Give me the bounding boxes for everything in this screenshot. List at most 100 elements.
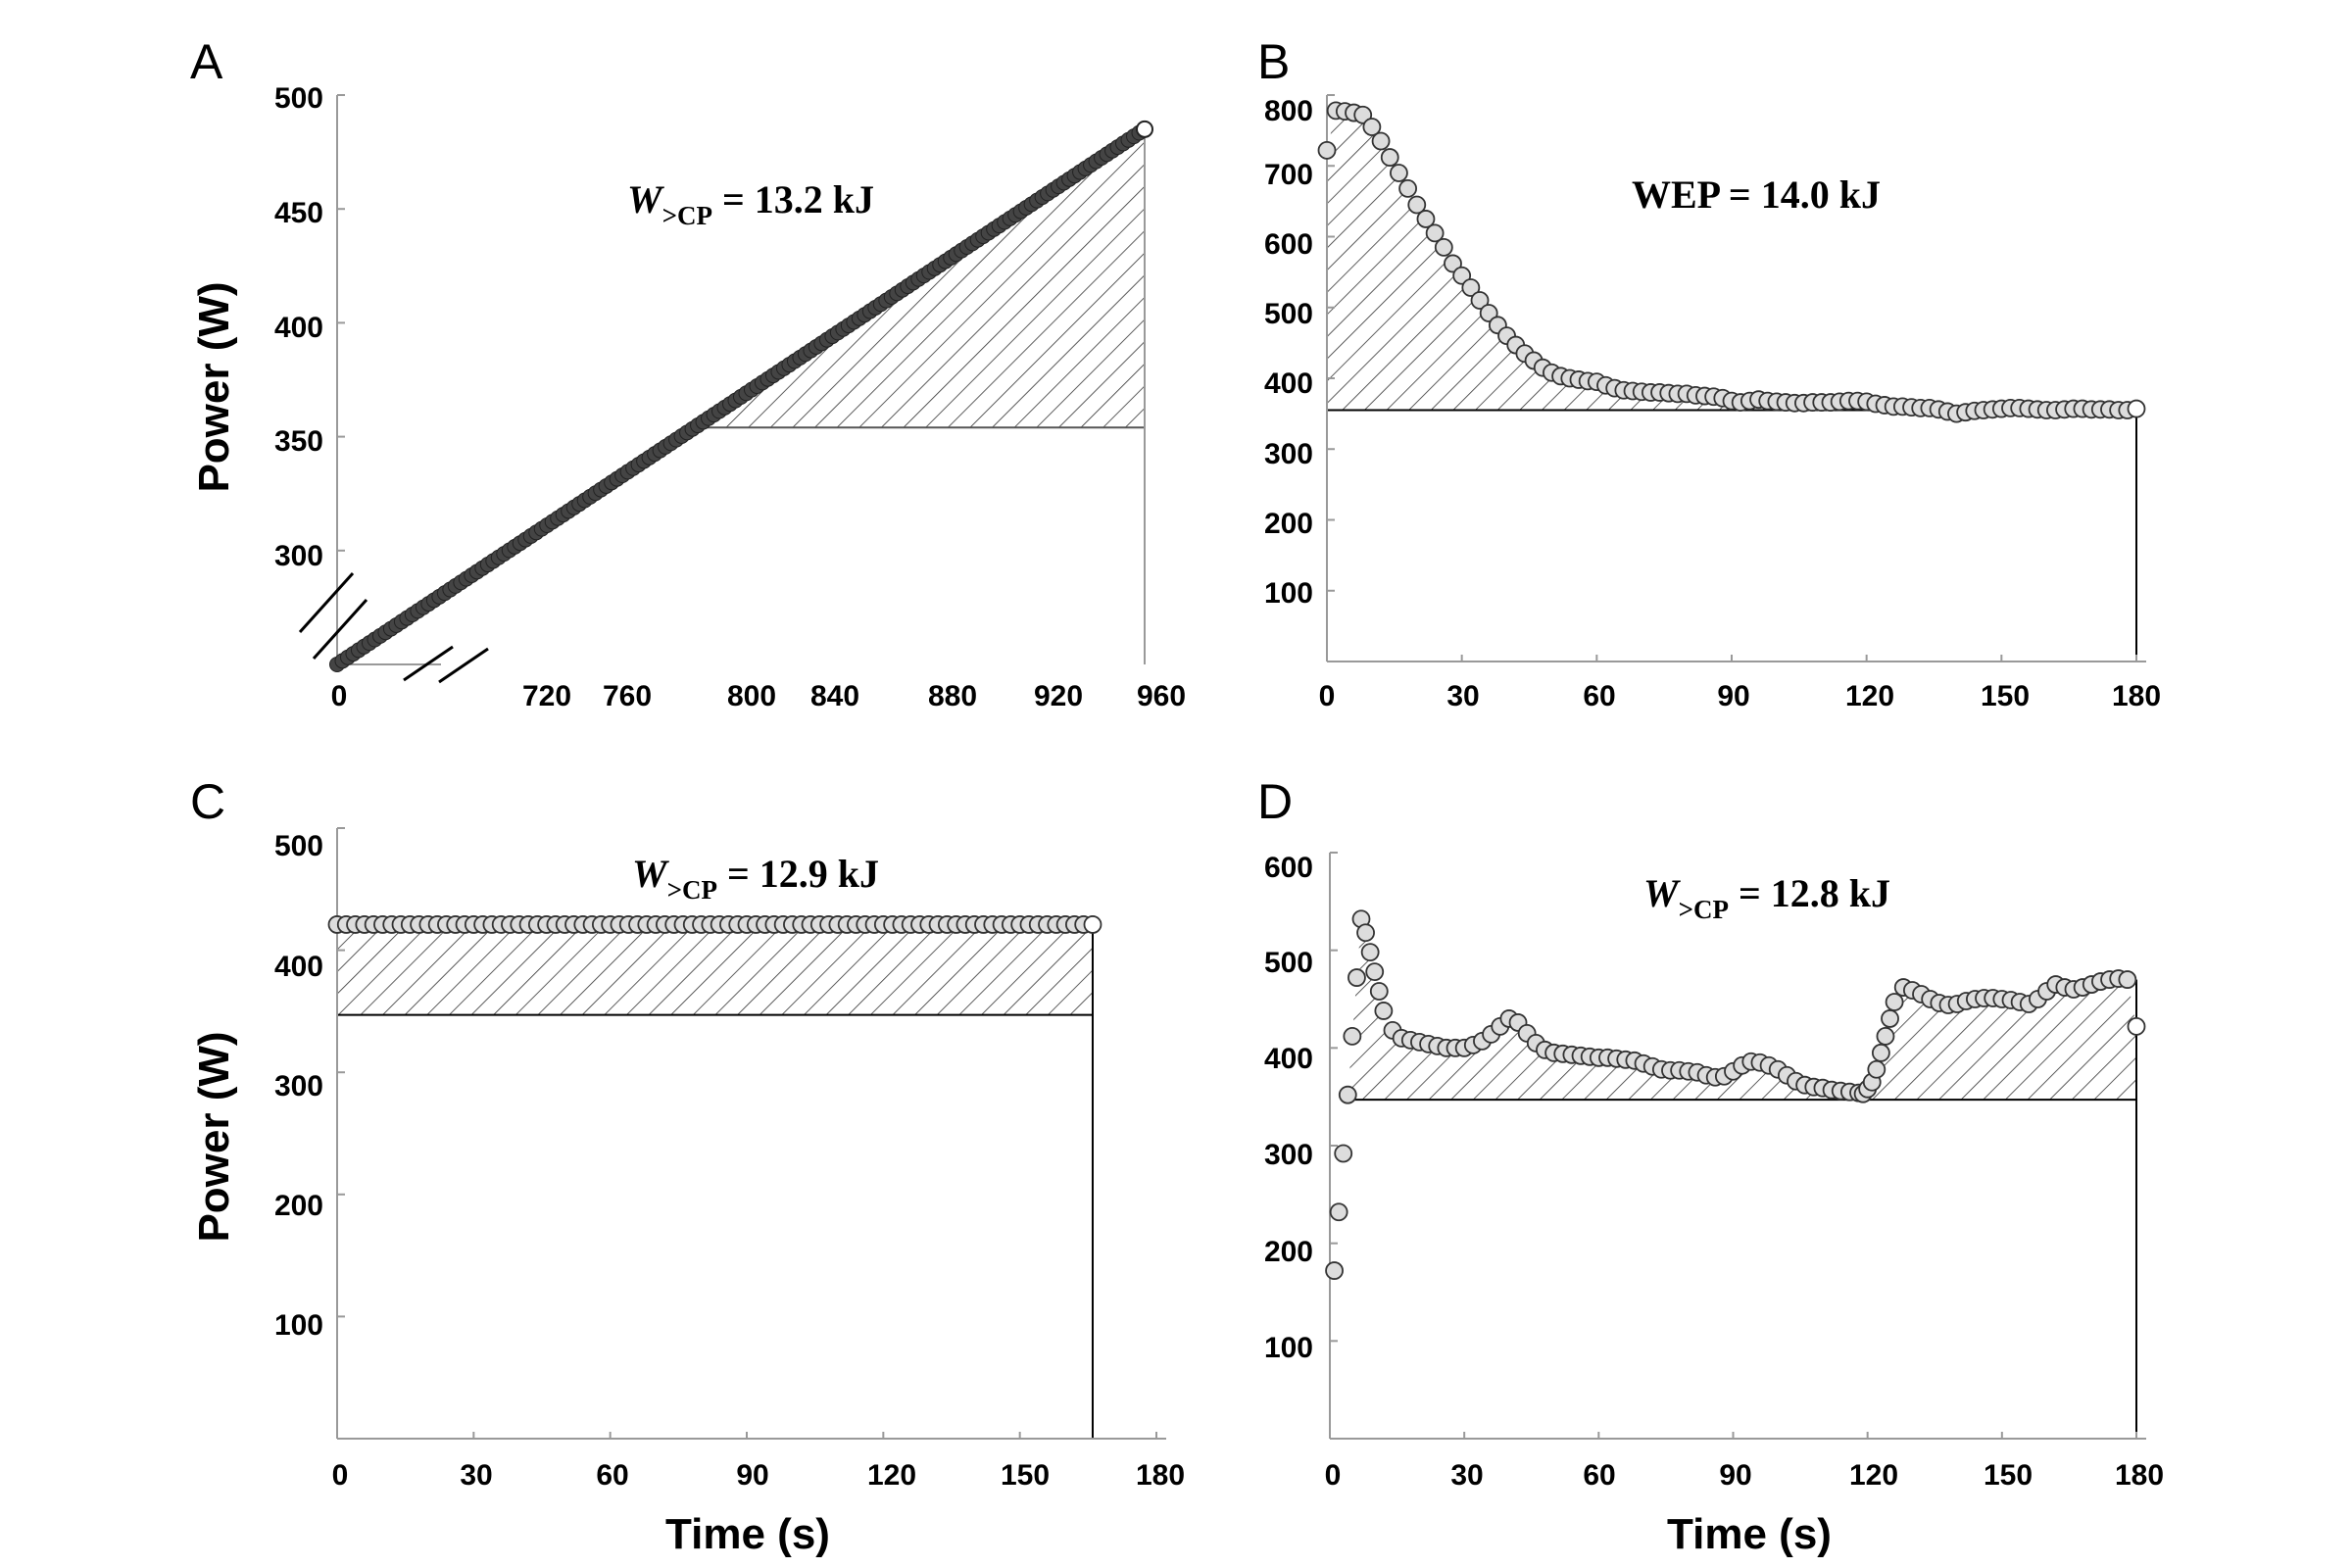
tick-label: 920 <box>1034 680 1083 712</box>
axis-break-mark <box>403 645 454 682</box>
tick-label: 500 <box>1264 298 1313 330</box>
tick-label: 60 <box>1583 680 1615 712</box>
data-point <box>1136 120 1153 138</box>
data-point <box>1329 1202 1348 1222</box>
axis-break-mark <box>298 571 355 634</box>
data-point <box>2118 970 2137 989</box>
tick-label: 120 <box>1849 1459 1898 1492</box>
data-point <box>1317 140 1337 160</box>
tick-label: 450 <box>274 197 323 229</box>
tick-label: 300 <box>274 1070 323 1102</box>
data-point <box>1390 164 1408 182</box>
panel-d-y-ticks: 100 200 300 400 500 600 <box>1264 852 1313 1364</box>
tick-label: 150 <box>1001 1459 1050 1492</box>
tick-label: 760 <box>603 680 652 712</box>
axis-break-mark <box>438 647 489 684</box>
panel-a-letter: A <box>190 34 223 89</box>
panel-b-plot <box>1317 94 2146 662</box>
panel-a: A W>CP = 13.2 kJ Power (W) 300 350 400 4… <box>190 34 1186 712</box>
data-point <box>1343 1026 1362 1046</box>
tick-label: 800 <box>727 680 776 712</box>
tick-label: 150 <box>1984 1459 2033 1492</box>
tick-label: 700 <box>1264 159 1313 191</box>
tick-label: 120 <box>1845 680 1894 712</box>
tick-label: 720 <box>522 680 571 712</box>
tick-label: 90 <box>1717 680 1749 712</box>
panel-a-x-ticks: 0 720 760 800 840 880 920 960 <box>331 680 1186 712</box>
data-point <box>1876 1026 1895 1046</box>
tick-label: 300 <box>1264 1139 1313 1171</box>
tick-label: 180 <box>1136 1459 1185 1492</box>
tick-label: 300 <box>274 540 323 572</box>
tick-label: 800 <box>1264 95 1313 127</box>
tick-label: 90 <box>1719 1459 1751 1492</box>
data-point <box>1479 304 1498 322</box>
data-point <box>1348 968 1366 987</box>
tick-label: 180 <box>2115 1459 2164 1492</box>
panel-c-plot <box>327 827 1166 1440</box>
tick-label: 200 <box>1264 508 1313 540</box>
tick-label: 400 <box>1264 368 1313 400</box>
data-point <box>1407 195 1427 215</box>
data-point <box>1380 148 1399 167</box>
data-point <box>1369 982 1389 1001</box>
panel-b: B WEP = 14.0 kJ 100 200 300 400 500 600 … <box>1257 34 2161 712</box>
data-point <box>1374 1002 1394 1020</box>
data-point <box>1356 923 1375 943</box>
data-point <box>1365 962 1385 981</box>
tick-label: 400 <box>274 312 323 344</box>
data-point <box>1444 254 1462 273</box>
tick-label: 100 <box>274 1309 323 1342</box>
data-point <box>1398 178 1417 198</box>
panel-c-x-ticks: 0 30 60 90 120 150 180 <box>332 1459 1185 1492</box>
panel-c-x-axis-title: Time (s) <box>665 1510 830 1558</box>
axis-break-mark <box>312 598 368 661</box>
data-point <box>2127 399 2146 418</box>
panel-b-x-ticks: 0 30 60 90 120 150 180 <box>1319 680 2161 712</box>
tick-label: 200 <box>274 1190 323 1222</box>
data-point <box>1371 131 1391 151</box>
tick-label: 0 <box>1319 680 1336 712</box>
data-point <box>1425 223 1445 243</box>
data-point <box>1871 1043 1890 1062</box>
tick-label: 600 <box>1264 852 1313 884</box>
tick-label: 350 <box>274 425 323 458</box>
tick-label: 500 <box>274 830 323 862</box>
tick-label: 840 <box>810 680 859 712</box>
tick-label: 180 <box>2112 680 2161 712</box>
data-point <box>1338 1085 1357 1104</box>
tick-label: 400 <box>274 951 323 983</box>
tick-label: 0 <box>331 680 348 712</box>
panel-a-annotation: W>CP = 13.2 kJ <box>627 177 874 230</box>
tick-label: 880 <box>928 680 977 712</box>
data-point <box>1881 1009 1899 1028</box>
panel-d-annotation: W>CP = 12.8 kJ <box>1643 871 1890 924</box>
panel-a-y-axis-title: Power (W) <box>190 281 238 492</box>
shaded-area <box>337 924 1093 1015</box>
panel-d-x-ticks: 0 30 60 90 120 150 180 <box>1325 1459 2164 1492</box>
tick-label: 0 <box>1325 1459 1342 1492</box>
tick-label: 400 <box>1264 1043 1313 1075</box>
data-point <box>1353 105 1373 124</box>
panel-a-plot <box>298 94 1153 684</box>
data-point <box>1470 291 1490 310</box>
panel-b-y-ticks: 100 200 300 400 500 600 700 800 <box>1264 95 1313 610</box>
panel-c-annotation: W>CP = 12.9 kJ <box>632 852 879 905</box>
tick-label: 0 <box>332 1459 349 1492</box>
tick-label: 60 <box>1583 1459 1615 1492</box>
panel-c: C W>CP = 12.9 kJ Power (W) Time (s) 100 … <box>190 774 1185 1558</box>
tick-label: 300 <box>1264 438 1313 470</box>
tick-label: 500 <box>1264 947 1313 979</box>
data-point <box>1867 1059 1886 1079</box>
tick-label: 30 <box>1446 680 1479 712</box>
panel-a-y-ticks: 300 350 400 450 500 <box>274 82 323 572</box>
tick-label: 150 <box>1981 680 2030 712</box>
data-point <box>2127 1017 2146 1036</box>
panel-d: D W>CP = 12.8 kJ Time (s) 100 200 300 40… <box>1257 774 2164 1558</box>
panel-d-plot <box>1325 852 2146 1440</box>
data-point <box>1360 943 1380 962</box>
tick-label: 100 <box>1264 577 1313 610</box>
tick-label: 120 <box>867 1459 916 1492</box>
panel-d-letter: D <box>1257 774 1293 829</box>
